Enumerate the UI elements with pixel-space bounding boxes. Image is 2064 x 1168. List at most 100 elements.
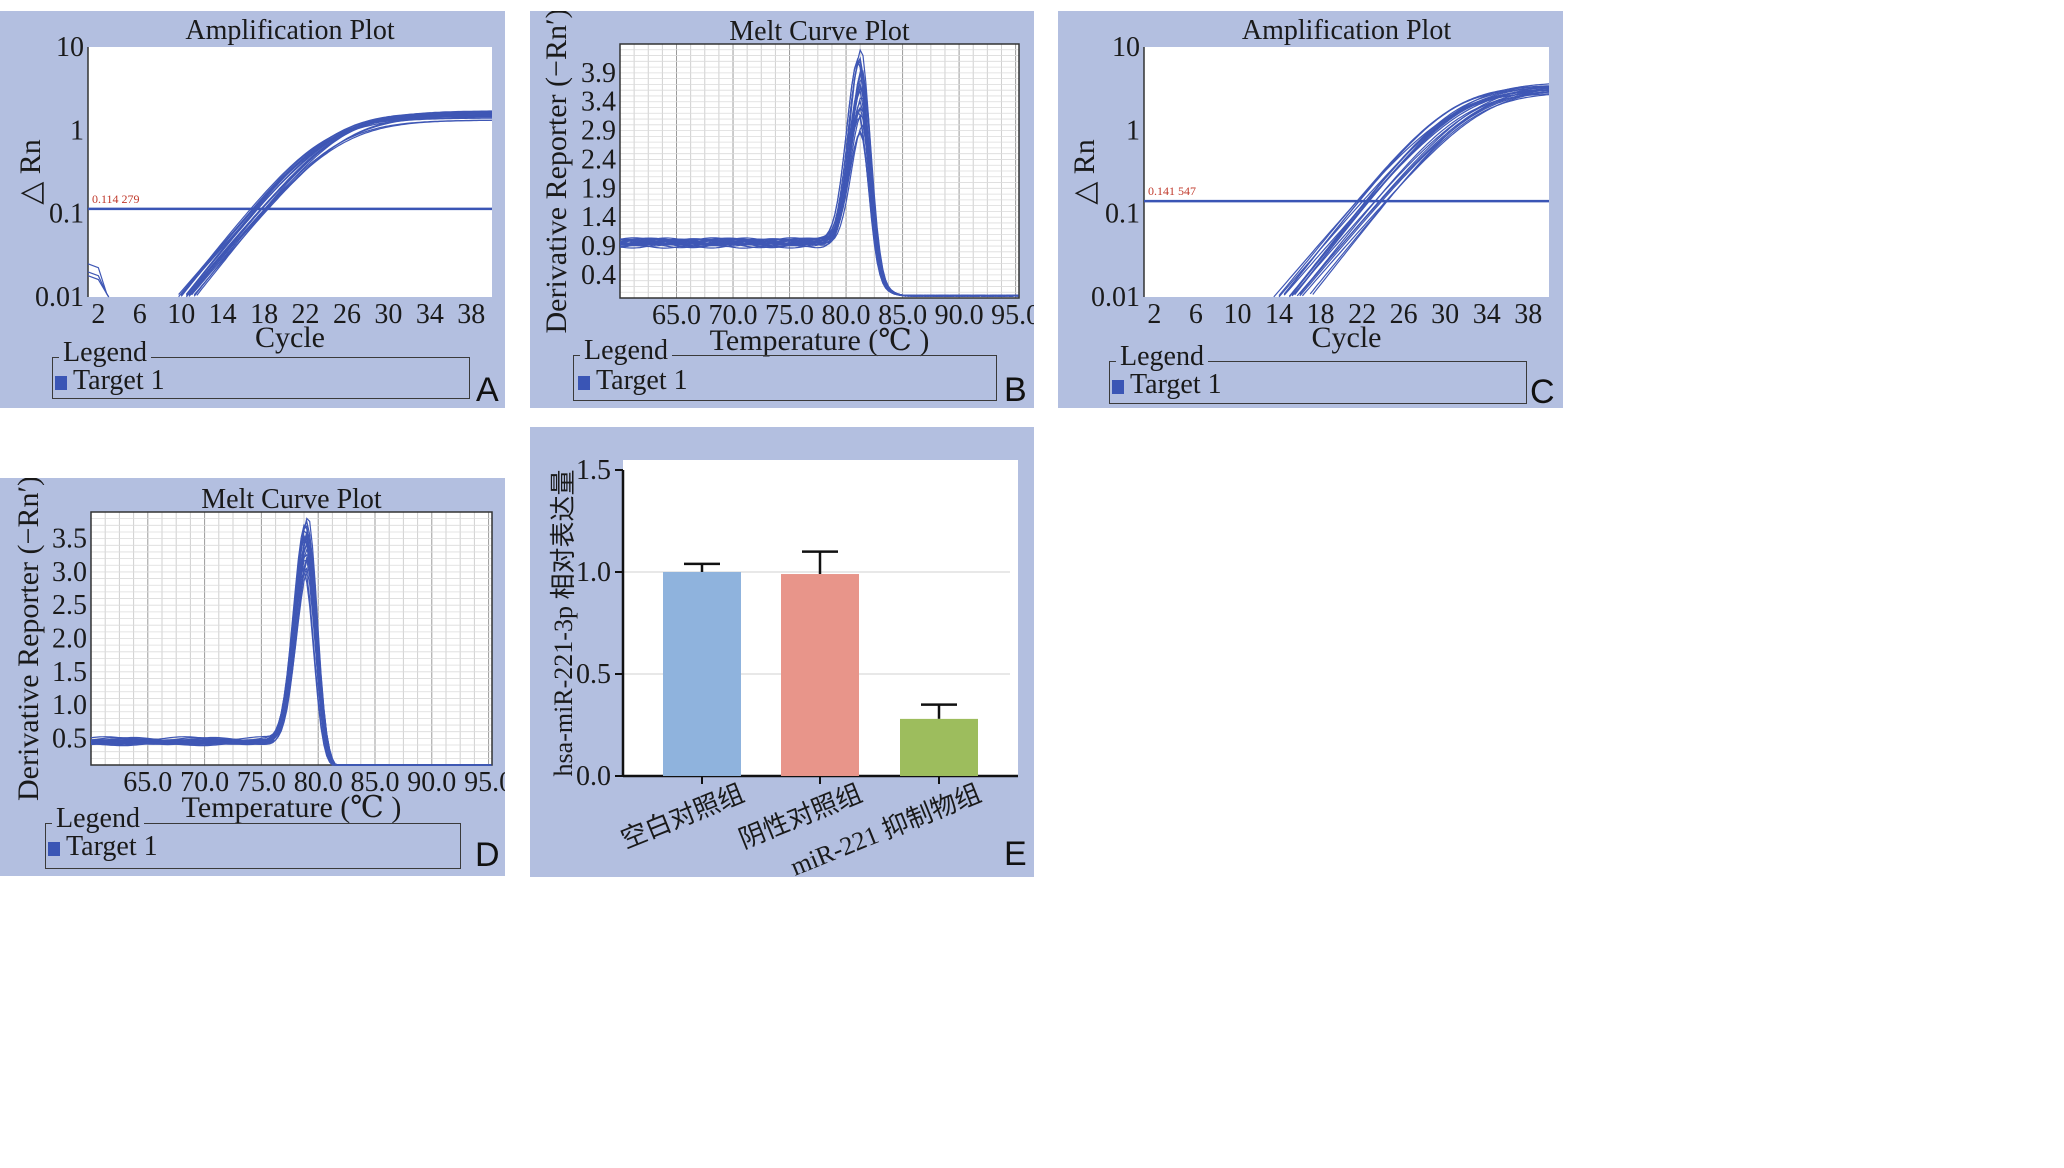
- melt-curve: [619, 48, 1019, 297]
- legend-title: Legend: [1116, 340, 1208, 374]
- y-tick-label: 0.01: [35, 282, 84, 313]
- legend-label: Target 1: [66, 831, 158, 862]
- y-tick-label: 2.5: [52, 590, 87, 621]
- chart-b: Melt Curve Plot 65.0 70.0 75.0 80.0 85.0 90.0 9…: [540, 11, 1034, 357]
- x-tick-label: miR-221 抑制物组: [786, 779, 985, 877]
- x-tick-label: 34: [416, 299, 444, 330]
- panel-a: Amplification Plot 2 6 10 14 18 22 26 30 34 38 10 1 0…: [0, 11, 505, 409]
- y-tick-label: 1: [1126, 115, 1140, 146]
- amplification-curve: [1301, 91, 1550, 297]
- x-tick-label: 85.0: [878, 300, 927, 331]
- bar: [663, 572, 741, 776]
- y-tick-label: 0.5: [576, 659, 611, 690]
- legend-b: Legend Target 1: [573, 334, 997, 401]
- x-tick-label: 22: [292, 299, 320, 330]
- y-tick-label: 0.1: [1105, 199, 1140, 230]
- amplification-curve: [1291, 89, 1550, 297]
- panel-letter-d: D: [475, 836, 500, 874]
- legend-title: Legend: [59, 336, 151, 370]
- y-tick-label: 3.5: [52, 524, 87, 555]
- y-tick-label: 0.5: [52, 723, 87, 754]
- series-group: [1273, 83, 1550, 298]
- x-tick-label: 6: [133, 299, 147, 330]
- x-tick-label: 65.0: [652, 300, 701, 331]
- amplification-curve: [185, 113, 492, 295]
- x-tick-label: 14: [209, 299, 237, 330]
- bar: [900, 718, 978, 776]
- chart-title: Amplification Plot: [185, 15, 394, 46]
- x-tick-label: 75.0: [765, 300, 814, 331]
- y-tick-label: 0.0: [576, 761, 611, 792]
- y-tick-label: 0.1: [49, 199, 84, 230]
- y-tick-label: 2.9: [581, 116, 616, 147]
- amplification-curve: [1283, 88, 1550, 296]
- melt-curve: [90, 517, 492, 766]
- x-tick-label: 14: [1265, 299, 1293, 330]
- chart-title: Melt Curve Plot: [729, 16, 910, 47]
- legend-title: Legend: [52, 802, 144, 836]
- x-tick-label: 2: [91, 299, 105, 330]
- panel-d: Melt Curve Plot 65.0 70.0 75.0 80.0 85.0 90.0 9…: [0, 478, 505, 876]
- legend-item: Target 1: [1112, 368, 1222, 402]
- chart-d: Melt Curve Plot 65.0 70.0 75.0 80.0 85.0 90.0 9…: [12, 478, 505, 824]
- x-tick-label: 22: [1348, 299, 1376, 330]
- x-tick-label: 38: [457, 299, 485, 330]
- x-tick-label: 18: [1307, 299, 1335, 330]
- x-tick-label: 80.0: [822, 300, 871, 331]
- legend-swatch: [1112, 379, 1124, 394]
- x-tick-label: 70.0: [709, 300, 758, 331]
- x-axis-label: Cycle: [255, 321, 325, 354]
- legend-swatch: [55, 375, 67, 390]
- legend-item: Target 1: [578, 364, 688, 398]
- y-tick-label: 1: [70, 115, 84, 146]
- x-tick-label: 75.0: [237, 767, 286, 798]
- panel-letter-c: C: [1530, 373, 1555, 411]
- amplification-curve: [1294, 91, 1550, 296]
- x-tick-label: 80.0: [294, 767, 343, 798]
- legend-swatch: [48, 841, 60, 856]
- legend-a: Legend Target 1: [52, 336, 470, 399]
- x-axis-label: Temperature (℃ ): [710, 324, 930, 357]
- x-tick-label: 95.0: [991, 300, 1034, 331]
- amplification-curve: [1278, 85, 1550, 296]
- noise-curve: [87, 275, 110, 298]
- y-tick-label: 1.5: [52, 657, 87, 688]
- y-axis-label: Derivative Reporter (−Rn′): [12, 478, 45, 801]
- x-tick-label: 90.0: [407, 767, 456, 798]
- legend-item: Target 1: [48, 830, 158, 864]
- series-group: [90, 517, 492, 766]
- panel-letter-b: B: [1004, 371, 1027, 409]
- legend-swatch: [578, 375, 590, 390]
- x-tick-label: 70.0: [180, 767, 229, 798]
- y-tick-label: 3.9: [581, 58, 616, 89]
- x-tick-label: 26: [1390, 299, 1418, 330]
- y-tick-label: 1.0: [52, 690, 87, 721]
- y-tick-label: 3.4: [581, 87, 616, 118]
- panel-letter-e: E: [1004, 835, 1027, 873]
- x-tick-label: 95.0: [464, 767, 505, 798]
- x-tick-label: 30: [1431, 299, 1459, 330]
- legend-item: Target 1: [55, 364, 165, 398]
- chart-title: Amplification Plot: [1242, 15, 1451, 46]
- y-tick-label: 0.9: [581, 231, 616, 262]
- y-tick-label: 1.9: [581, 173, 616, 204]
- y-axis-label: hsa-miR-221-3p 相对表达量: [549, 470, 578, 777]
- legend-label: Target 1: [1130, 369, 1222, 400]
- y-axis-label: Derivative Reporter (−Rn′): [540, 11, 573, 334]
- amplification-curve: [188, 119, 492, 296]
- plot-frame: [619, 43, 1020, 299]
- x-tick-label: 26: [333, 299, 361, 330]
- amplification-curve: [196, 111, 492, 296]
- x-tick-label: 38: [1514, 299, 1542, 330]
- x-tick-label: 85.0: [350, 767, 399, 798]
- y-tick-label: 1.5: [576, 455, 611, 486]
- x-tick-label: 30: [374, 299, 402, 330]
- amplification-curve: [180, 117, 492, 296]
- plot-frame: [90, 511, 493, 766]
- amplification-curve: [1299, 91, 1550, 297]
- x-tick-label: 10: [167, 299, 195, 330]
- x-tick-label: 90.0: [935, 300, 984, 331]
- bar: [781, 574, 859, 776]
- x-tick-label: 18: [250, 299, 278, 330]
